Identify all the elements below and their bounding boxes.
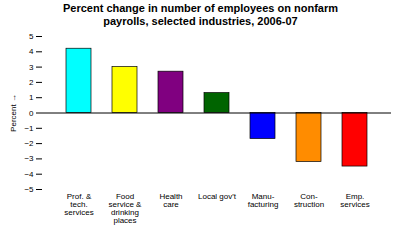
svg-text:Healthcare: Healthcare	[159, 193, 182, 210]
svg-text:Emp.services: Emp.services	[340, 193, 369, 210]
svg-text:Foodservice &drinkingplaces: Foodservice &drinkingplaces	[109, 193, 143, 226]
svg-text:Con-struction: Con-struction	[294, 193, 324, 210]
svg-text:−2: −2	[24, 140, 34, 149]
svg-text:Prof. &tech.services: Prof. &tech.services	[64, 193, 93, 218]
svg-text:1: 1	[29, 94, 34, 103]
svg-text:Percent →: Percent →	[9, 94, 18, 132]
svg-text:2: 2	[29, 78, 34, 87]
svg-text:Local gov't: Local gov't	[198, 193, 237, 202]
html-text:Percent change in number of em: Percent change in number of employees on…	[63, 2, 338, 28]
svg-text:4: 4	[29, 48, 34, 57]
svg-text:−3: −3	[24, 155, 34, 164]
svg-text:Manu-facturing: Manu-facturing	[248, 193, 279, 210]
svg-text:−1: −1	[24, 124, 34, 133]
svg-text:−5: −5	[24, 185, 34, 194]
svg-text:3: 3	[29, 63, 34, 72]
svg-text:−4: −4	[24, 170, 34, 179]
svg-text:0: 0	[29, 109, 34, 118]
svg-text:5: 5	[29, 32, 34, 41]
